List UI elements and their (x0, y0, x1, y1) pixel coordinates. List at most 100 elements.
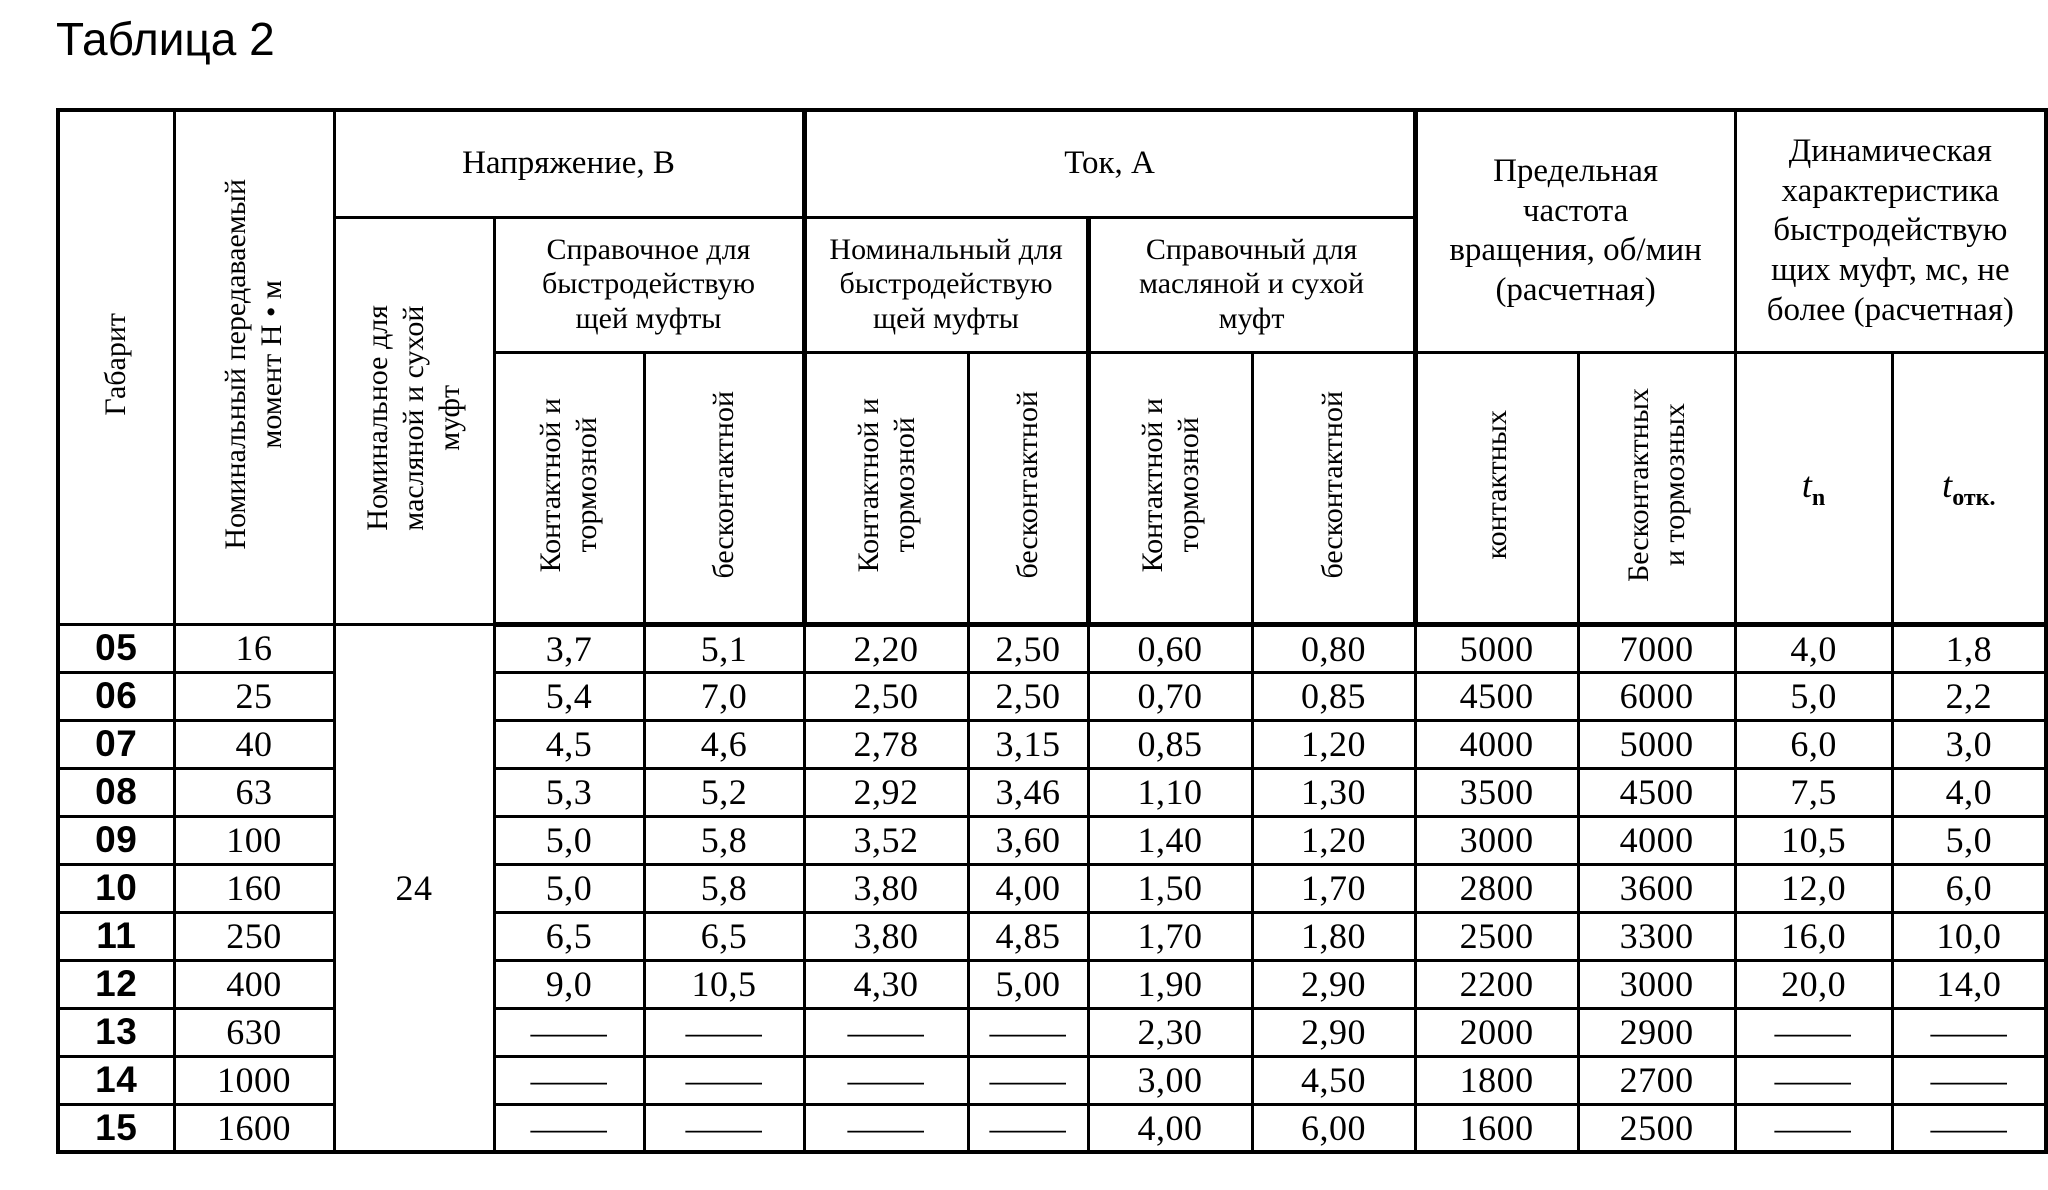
table-cell: 7,0 (642, 670, 806, 722)
table-cell: 14 (56, 1054, 176, 1106)
col-header-t-off: tотк. (1890, 350, 2048, 627)
table-cell: 4000 (1576, 814, 1737, 866)
empty-value-dash: — (1775, 1107, 1852, 1148)
empty-value-dash: — (1930, 1107, 2008, 1148)
table-cell: 3000 (1413, 814, 1580, 866)
empty-value-dash: — (847, 1060, 925, 1100)
col-header-voltage-ref-contact-label: Контактной и тормозной (534, 397, 603, 573)
empty-value-dash: — (989, 1107, 1067, 1148)
empty-value-dash: — (685, 1107, 763, 1148)
table-cell: 2,50 (966, 622, 1090, 674)
table-cell: 2,90 (1250, 1006, 1417, 1058)
table-cell: 3,7 (492, 622, 646, 674)
table-cell: 2,92 (802, 766, 970, 818)
empty-value-dash: — (989, 1060, 1067, 1100)
empty-value-dash: — (1775, 1060, 1852, 1100)
table-cell: — (1890, 1006, 2048, 1058)
table-cell: 6,0 (1890, 862, 2048, 914)
table-cell: 1,50 (1086, 862, 1254, 914)
table-body: 05 16 24 3,7 5,1 2,20 2,50 0,60 0,80 5000 7000 4,0 1… (56, 622, 2048, 1154)
table-cell: 5,2 (642, 766, 806, 818)
table-cell: 0,85 (1086, 718, 1254, 770)
table-cell: 400 (172, 958, 336, 1010)
col-header-voltage-ref-contactless: бесконтактной (642, 350, 806, 627)
table-cell: 5,3 (492, 766, 646, 818)
table-cell: 630 (172, 1006, 336, 1058)
table-cell: 09 (56, 814, 176, 866)
table-cell: 5000 (1576, 718, 1737, 770)
table-cell: — (802, 1006, 970, 1058)
subgroup-header-current-nominal: Номинальный для быстродействую щей муфты (801, 215, 1090, 354)
table-cell: 100 (172, 814, 336, 866)
empty-value-dash: — (530, 1012, 608, 1052)
table-cell: 2500 (1413, 910, 1580, 962)
table-cell: 4,6 (642, 718, 806, 770)
group-header-current: Ток, А (801, 108, 1417, 219)
col-header-speed-contactless-label: Бесконтактных и тормозных (1621, 387, 1691, 582)
table-row: 10 160 5,0 5,8 3,80 4,00 1,50 1,70 2800 3600 12,0 6… (56, 862, 2048, 914)
col-header-current-nom-contactless: бесконтактной (966, 350, 1090, 627)
col-header-speed-contact: контактных (1412, 350, 1580, 627)
table-cell: 20,0 (1733, 958, 1894, 1010)
table-cell: 1,90 (1086, 958, 1254, 1010)
col-header-t-on: tn (1733, 350, 1894, 627)
col-header-speed-contactless: Бесконтактных и тормозных (1576, 350, 1737, 627)
col-header-gabarit-label: Габарит (99, 313, 133, 417)
table-cell: 0,85 (1250, 670, 1417, 722)
table-cell: 3,80 (802, 910, 970, 962)
table-cell: — (492, 1102, 646, 1154)
t-on-subscript: n (1811, 484, 1826, 511)
table-cell: 1,30 (1250, 766, 1417, 818)
table-cell: — (642, 1054, 806, 1106)
table-cell: — (1890, 1054, 2048, 1106)
table-cell: 6000 (1576, 670, 1737, 722)
col-header-current-nom-contact: Контактной и тормозной (801, 350, 970, 627)
table-cell: — (966, 1054, 1090, 1106)
empty-value-dash: — (1775, 1012, 1852, 1052)
table-cell: — (492, 1006, 646, 1058)
table-cell: 4,0 (1733, 622, 1894, 674)
table-cell: 4,50 (1250, 1054, 1417, 1106)
table-cell: 1,40 (1086, 814, 1254, 866)
table-cell: 5000 (1413, 622, 1580, 674)
table-cell: 1,8 (1890, 622, 2048, 674)
table-cell: 2800 (1413, 862, 1580, 914)
table-cell: 3300 (1576, 910, 1737, 962)
t-on-symbol: t (1801, 464, 1812, 505)
col-header-voltage-ref-contactless-label: бесконтактной (706, 391, 740, 579)
cell-nominal-voltage-merged: 24 (332, 622, 496, 1154)
table-cell: 4000 (1413, 718, 1580, 770)
table-cell: 2000 (1413, 1006, 1580, 1058)
table-cell: 11 (56, 910, 176, 962)
table-row: 07 40 4,5 4,6 2,78 3,15 0,85 1,20 4000 5000 6,0 3,0 (56, 718, 2048, 770)
col-header-current-nom-contactless-label: бесконтактной (1010, 391, 1044, 579)
table-cell: 4,00 (966, 862, 1090, 914)
table-cell: 1,20 (1250, 718, 1417, 770)
header-row-columns: Контактной и тормозной бесконтактной Кон… (58, 350, 2048, 627)
col-header-current-ref-contact: Контактной и тормозной (1085, 350, 1254, 627)
table-cell: — (802, 1102, 970, 1154)
table-cell: 12 (56, 958, 176, 1010)
table-cell: 13 (56, 1006, 176, 1058)
table-cell: 4,5 (492, 718, 646, 770)
subgroup-header-current-reference: Справочный для масляной и сухой муфт (1085, 215, 1417, 354)
table-cell: 4,85 (966, 910, 1090, 962)
table-cell: 2,50 (966, 670, 1090, 722)
table-cell: 1000 (172, 1054, 336, 1106)
table-cell: 63 (172, 766, 336, 818)
table-row: 13 630 — — — — 2,30 2,90 2000 2900 — — (56, 1006, 2048, 1058)
col-header-voltage-nominal-label: Номинальное для масляной и сухой муфт (361, 305, 466, 531)
table-cell: 0,80 (1250, 622, 1417, 674)
empty-value-dash: — (530, 1107, 608, 1148)
empty-value-dash: — (685, 1060, 763, 1100)
table-cell: 5,0 (492, 814, 646, 866)
table-cell: 1600 (1413, 1102, 1580, 1154)
table-row: 05 16 24 3,7 5,1 2,20 2,50 0,60 0,80 5000 7000 4,0 1… (56, 622, 2048, 1154)
table-cell: 3,15 (966, 718, 1090, 770)
table-cell: 160 (172, 862, 336, 914)
header-row-subgroups: Номинальное для масляной и сухой муфт Сп… (58, 215, 2046, 626)
table-cell: 4,00 (1086, 1102, 1254, 1154)
table-row: 12 400 9,0 10,5 4,30 5,00 1,90 2,90 2200 3000 20,0… (56, 958, 2048, 1010)
group-header-voltage: Напряжение, В (332, 108, 806, 219)
